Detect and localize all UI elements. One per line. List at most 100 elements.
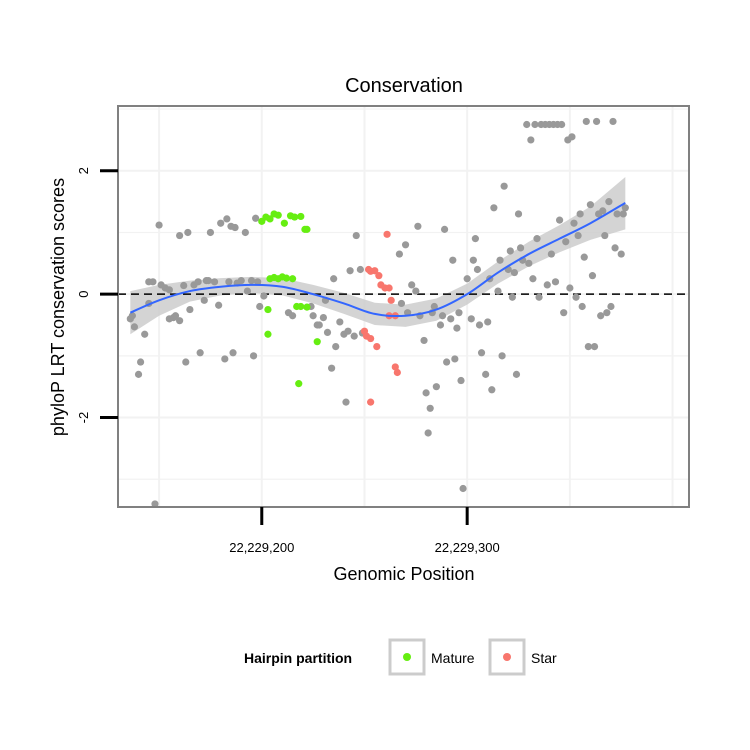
data-point-other	[506, 247, 514, 255]
data-point-mature	[313, 338, 321, 346]
data-point-mature	[303, 303, 311, 311]
data-point-other	[420, 336, 428, 345]
data-point-other	[438, 312, 447, 320]
data-point-other	[592, 117, 601, 126]
data-point-mature	[297, 212, 305, 221]
data-point-mature	[295, 380, 303, 388]
data-point-other	[453, 324, 461, 332]
data-point-other	[215, 301, 223, 309]
data-point-other	[247, 276, 256, 285]
data-point-other	[221, 355, 229, 363]
data-point-other	[155, 221, 163, 229]
data-point-other	[440, 225, 449, 233]
data-point-other	[401, 241, 410, 249]
data-point-mature	[274, 211, 282, 219]
data-point-other	[149, 278, 157, 286]
points-layer	[126, 117, 629, 508]
data-point-star	[367, 398, 375, 406]
data-point-other	[184, 228, 192, 237]
legend-label-mature: Mature	[431, 650, 475, 666]
y-tick-label: -2	[76, 412, 91, 424]
data-point-other	[342, 398, 350, 406]
data-point-other	[243, 287, 251, 295]
data-point-star	[364, 265, 373, 274]
data-point-other	[134, 370, 143, 378]
data-point-other	[171, 312, 180, 320]
y-tick-label: 0	[76, 291, 91, 298]
data-point-other	[352, 231, 360, 240]
data-point-other	[356, 265, 364, 274]
data-point-mature	[288, 275, 297, 283]
data-point-other	[543, 281, 551, 289]
data-point-other	[424, 429, 432, 437]
data-point-other	[451, 355, 459, 363]
data-point-other	[467, 315, 475, 323]
data-point-other	[488, 386, 496, 394]
data-point-other	[346, 267, 354, 275]
data-point-other	[249, 352, 258, 360]
data-point-other	[455, 309, 463, 317]
data-point-other	[231, 223, 239, 232]
smooth-line	[129, 201, 626, 318]
data-point-mature	[266, 215, 274, 223]
data-point-other	[560, 309, 568, 317]
chart-title: Conservation	[345, 75, 463, 97]
data-point-other	[414, 222, 422, 230]
data-point-mature	[303, 225, 311, 233]
data-point-other	[473, 265, 482, 274]
data-point-other	[597, 312, 605, 320]
data-point-other	[128, 312, 136, 320]
data-point-other	[459, 484, 467, 493]
data-point-other	[498, 352, 506, 360]
data-point-other	[582, 117, 590, 126]
data-point-other	[551, 278, 560, 286]
data-point-other	[151, 500, 159, 508]
data-point-mature	[297, 302, 305, 311]
y-axis-label: phyloP LRT conservation scores	[48, 178, 68, 436]
data-point-other	[217, 219, 225, 227]
data-point-other	[426, 404, 434, 412]
data-point-mature	[264, 330, 272, 338]
data-point-other	[477, 349, 486, 357]
data-point-other	[570, 219, 578, 227]
x-tick-label: 22,229,300	[435, 540, 500, 555]
data-point-other	[601, 231, 609, 240]
data-point-other	[436, 321, 445, 329]
data-point-other	[194, 278, 202, 286]
smooth-line-layer	[129, 201, 626, 318]
data-point-other	[605, 198, 613, 206]
data-point-star	[367, 334, 375, 343]
data-point-other	[508, 293, 516, 301]
data-point-other	[578, 302, 586, 311]
legend: Hairpin partition Mature Star	[244, 638, 557, 676]
data-point-other	[180, 281, 188, 290]
data-point-other	[457, 376, 465, 385]
data-point-other	[223, 215, 231, 223]
data-point-other	[254, 278, 262, 286]
data-point-other	[330, 275, 338, 283]
data-point-star	[383, 230, 391, 238]
data-point-other	[609, 117, 617, 126]
data-point-other	[315, 321, 323, 329]
legend-marker-mature	[403, 653, 411, 661]
data-point-mature	[291, 213, 299, 221]
data-point-mature	[280, 219, 288, 227]
data-point-other	[556, 216, 564, 224]
data-point-other	[412, 287, 420, 295]
data-point-other	[176, 317, 184, 325]
data-point-other	[206, 228, 215, 237]
data-point-other	[572, 293, 580, 301]
data-point-other	[547, 250, 555, 258]
data-point-other	[496, 256, 504, 264]
data-point-other	[288, 312, 297, 320]
data-point-other	[525, 259, 533, 267]
data-point-star	[387, 296, 395, 304]
data-point-other	[204, 276, 212, 285]
data-point-mature	[282, 274, 291, 282]
x-tick-label: 22,229,200	[229, 540, 294, 555]
data-point-mature	[264, 305, 272, 314]
data-point-other	[512, 370, 521, 378]
data-point-other	[576, 210, 584, 218]
data-point-star	[393, 368, 401, 377]
